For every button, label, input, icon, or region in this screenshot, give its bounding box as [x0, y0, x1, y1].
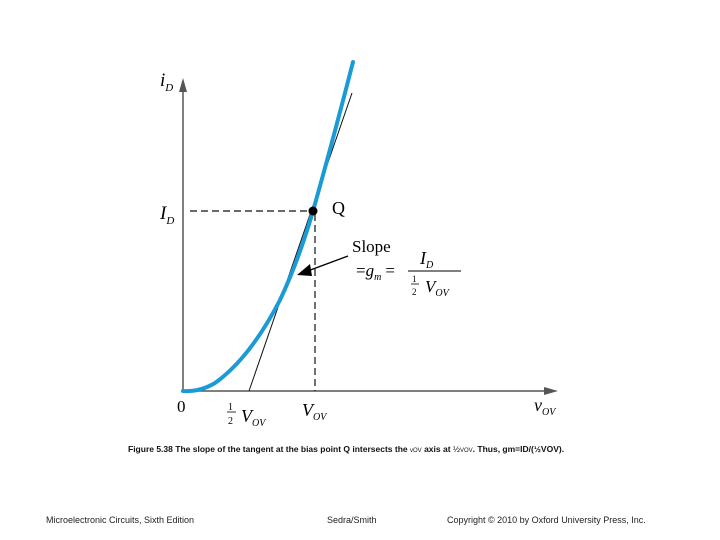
caption-text2: axis at — [424, 444, 451, 454]
slope-gm: =gm = — [356, 261, 395, 283]
origin-label: 0 — [177, 397, 186, 416]
footer-copyright: Copyright © 2010 by Oxford University Pr… — [447, 515, 646, 525]
frac-num: ID — [419, 248, 434, 271]
figure-caption: Figure 5.38 The slope of the tangent at … — [128, 444, 564, 454]
frac-den-half-num: 1 — [412, 274, 417, 284]
tangent-line — [248, 92, 353, 392]
frac-den-half-den: 2 — [412, 287, 417, 297]
half-vov-label: VOV — [241, 406, 267, 429]
q-label: Q — [332, 198, 345, 218]
x-axis-arrow — [544, 387, 558, 395]
slope-title: Slope — [352, 237, 391, 256]
y-axis-label: iD — [160, 70, 173, 94]
y-axis-arrow — [179, 78, 187, 92]
vov-axis-label: VOV — [302, 400, 328, 423]
half-den: 2 — [228, 416, 233, 427]
x-axis-label: vOV — [534, 395, 557, 418]
caption-half: ½ — [452, 444, 460, 454]
footer-authors: Sedra/Smith — [327, 515, 377, 525]
caption-var: vOV — [410, 448, 422, 454]
bias-point-q — [308, 206, 318, 216]
caption-label: Figure 5.38 — [128, 444, 173, 454]
caption-vov: VOV — [460, 448, 473, 454]
caption-text: The slope of the tangent at the bias poi… — [175, 444, 408, 454]
slope-arrow-head — [297, 264, 312, 276]
id-axis-label: ID — [159, 203, 174, 227]
half-num: 1 — [228, 402, 233, 413]
footer-book-title: Microelectronic Circuits, Sixth Edition — [46, 515, 195, 525]
frac-den: VOV — [425, 277, 451, 299]
id-vov-curve — [181, 60, 355, 394]
caption-text3: . Thus, gm=ID/(½VOV). — [472, 444, 565, 454]
slope-arrow-line — [304, 255, 349, 273]
